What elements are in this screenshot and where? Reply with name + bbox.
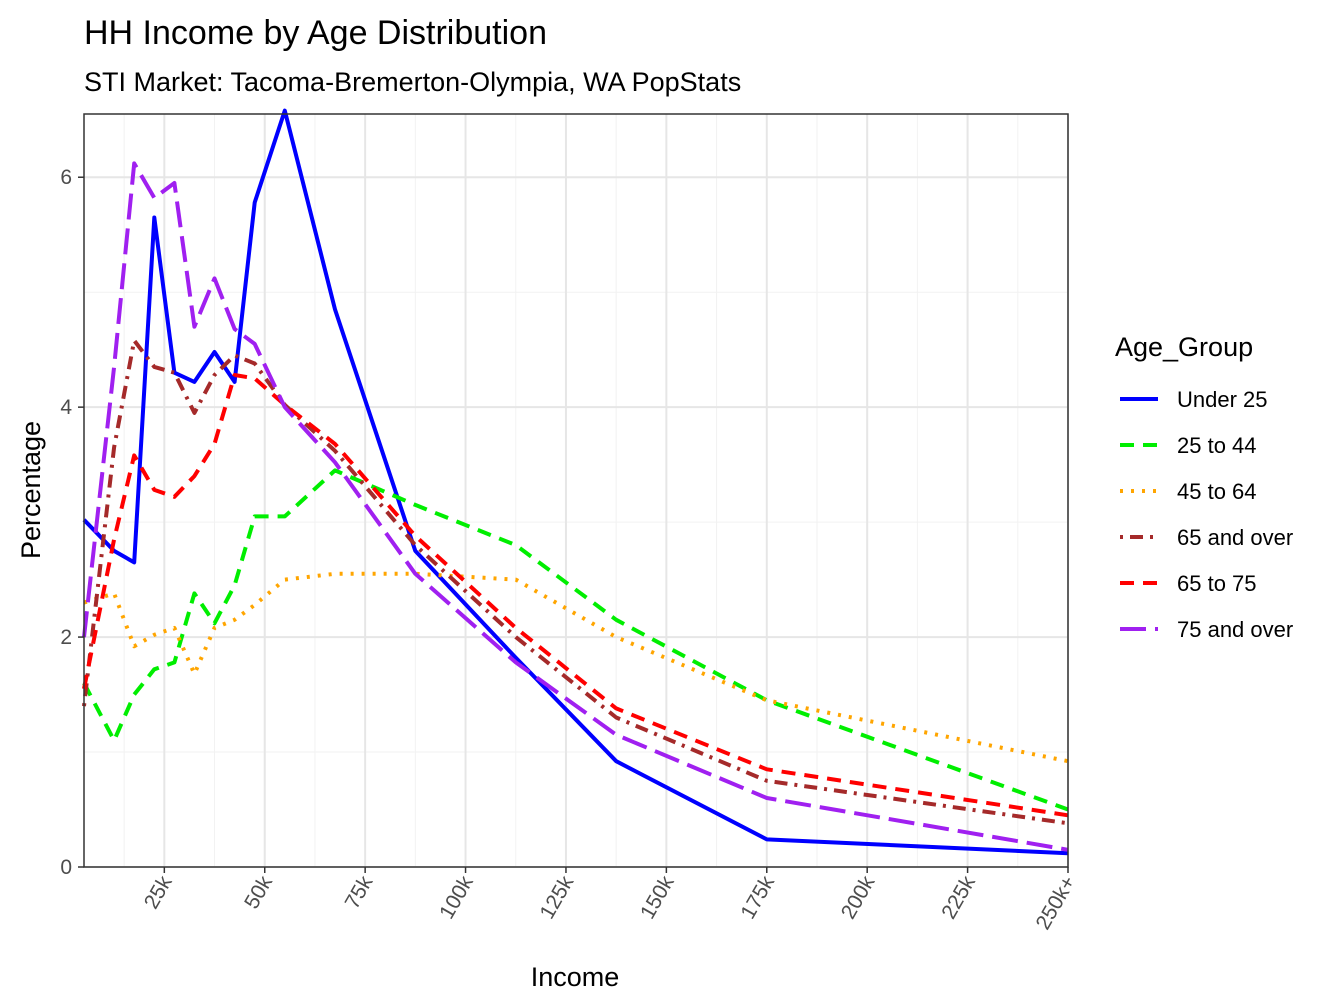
legend-label: 65 and over [1177,525,1293,550]
series-line-65-to-75 [82,373,1069,818]
series-line-25-to-44 [82,468,1069,812]
legend-item: 65 to 75 [1120,571,1257,596]
legend-item: 75 and over [1120,617,1293,642]
x-tick-label: 50k [240,872,277,913]
series-line-45-to-64 [83,571,1069,764]
legend-title: Age_Group [1115,332,1253,362]
x-tick-label: 250k+ [1032,872,1081,934]
legend-label: 65 to 75 [1177,571,1257,596]
y-tick-label: 6 [60,166,72,189]
x-tick-label: 150k [636,872,679,923]
legend-item: 25 to 44 [1120,433,1257,458]
x-tick-label: 100k [435,872,478,923]
legend-items: Under 25 25 to 44 45 to 64 65 and over 65 to… [1120,387,1293,642]
series-line-65-and-over [82,338,1069,826]
legend: Age_Group Under 25 25 to 44 45 to 64 65 and… [1115,332,1293,642]
chart-subtitle: STI Market: Tacoma-Bremerton-Olympia, WA… [84,67,741,97]
series-line-75-and-over [82,161,1069,852]
x-tick-label: 225k [937,872,980,923]
y-axis-title: Percentage [16,421,46,559]
x-tick-label: 75k [341,872,378,913]
x-tick-label: 175k [736,872,779,923]
legend-item: 65 and over [1120,525,1293,550]
x-tick-label: 25k [140,872,177,913]
series-lines [82,108,1069,856]
legend-label: 75 and over [1177,617,1293,642]
y-tick-label: 2 [60,626,72,649]
x-tick-label: 125k [536,872,579,923]
legend-label: Under 25 [1177,387,1268,412]
legend-item: 45 to 64 [1120,479,1257,504]
chart-title: HH Income by Age Distribution [84,14,547,52]
legend-item: Under 25 [1120,387,1268,412]
grid [84,114,1069,868]
y-tick-label: 0 [60,856,72,879]
x-tick-label: 200k [837,872,880,923]
legend-label: 25 to 44 [1177,433,1257,458]
x-axis-title: Income [531,962,620,992]
legend-label: 45 to 64 [1177,479,1257,504]
plot-panel-border [83,113,1069,868]
series-line-under-25 [82,108,1069,856]
y-tick-label: 4 [60,396,72,419]
